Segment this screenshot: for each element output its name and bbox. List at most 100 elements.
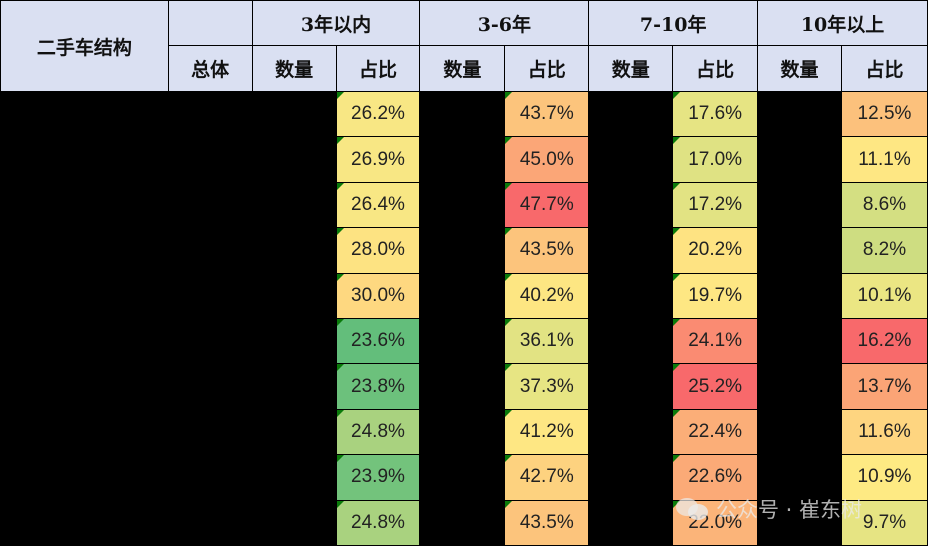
count-cell[interactable] [251, 90, 337, 138]
share-cell-y7_10[interactable]: 25.2% [672, 363, 759, 410]
share-cell-le3[interactable]: 28.0% [335, 227, 421, 274]
count-cell[interactable] [419, 227, 506, 274]
share-cell-gt10[interactable]: 11.6% [840, 408, 928, 456]
share-cell-le3[interactable]: 24.8% [335, 499, 421, 546]
total-cell[interactable] [167, 499, 253, 546]
count-cell[interactable] [419, 363, 506, 410]
count-cell[interactable] [419, 90, 506, 138]
total-cell[interactable] [167, 227, 253, 274]
count-cell[interactable] [419, 317, 506, 365]
count-cell[interactable] [757, 363, 842, 410]
count-cell[interactable] [251, 363, 337, 410]
count-cell[interactable] [757, 136, 842, 183]
row-label-cell[interactable] [0, 181, 169, 229]
share-cell-gt10[interactable]: 8.6% [840, 181, 928, 229]
share-cell-y3_6[interactable]: 42.7% [504, 454, 590, 501]
count-cell[interactable] [251, 272, 337, 319]
count-cell[interactable] [588, 181, 674, 229]
count-cell[interactable] [588, 136, 674, 183]
row-label-cell[interactable] [0, 272, 169, 319]
share-cell-y3_6[interactable]: 36.1% [504, 317, 590, 365]
count-cell[interactable] [419, 272, 506, 319]
count-cell[interactable] [757, 181, 842, 229]
total-cell[interactable] [167, 136, 253, 183]
count-cell[interactable] [757, 317, 842, 365]
total-cell[interactable] [167, 272, 253, 319]
row-label-cell[interactable] [0, 454, 169, 501]
count-cell[interactable] [251, 499, 337, 546]
row-label-cell[interactable] [0, 317, 169, 365]
row-label-cell[interactable] [0, 499, 169, 546]
share-cell-le3[interactable]: 26.2% [335, 90, 421, 138]
count-cell[interactable] [757, 227, 842, 274]
count-cell[interactable] [588, 272, 674, 319]
share-cell-y3_6[interactable]: 41.2% [504, 408, 590, 456]
share-cell-le3[interactable]: 26.4% [335, 181, 421, 229]
share-cell-y3_6[interactable]: 45.0% [504, 136, 590, 183]
share-cell-y7_10[interactable]: 22.0% [672, 499, 759, 546]
count-cell[interactable] [588, 499, 674, 546]
count-cell[interactable] [588, 408, 674, 456]
count-cell[interactable] [757, 90, 842, 138]
share-cell-gt10[interactable]: 8.2% [840, 227, 928, 274]
count-cell[interactable] [251, 408, 337, 456]
count-cell[interactable] [588, 454, 674, 501]
count-cell[interactable] [251, 454, 337, 501]
share-cell-y3_6[interactable]: 37.3% [504, 363, 590, 410]
share-cell-le3[interactable]: 23.9% [335, 454, 421, 501]
share-cell-y3_6[interactable]: 43.7% [504, 90, 590, 138]
share-cell-gt10[interactable]: 10.9% [840, 454, 928, 501]
share-cell-y7_10[interactable]: 17.6% [672, 90, 759, 138]
total-cell[interactable] [167, 408, 253, 456]
total-cell[interactable] [167, 454, 253, 501]
row-label-cell[interactable] [0, 227, 169, 274]
share-cell-le3[interactable]: 30.0% [335, 272, 421, 319]
share-cell-le3[interactable]: 23.8% [335, 363, 421, 410]
count-cell[interactable] [757, 408, 842, 456]
count-cell[interactable] [588, 363, 674, 410]
count-cell[interactable] [251, 181, 337, 229]
count-cell[interactable] [251, 227, 337, 274]
share-cell-y3_6[interactable]: 43.5% [504, 499, 590, 546]
share-cell-gt10[interactable]: 12.5% [840, 90, 928, 138]
count-cell[interactable] [251, 317, 337, 365]
row-label-cell[interactable] [0, 363, 169, 410]
count-cell[interactable] [588, 90, 674, 138]
share-cell-y7_10[interactable]: 17.0% [672, 136, 759, 183]
count-cell[interactable] [419, 454, 506, 501]
share-cell-y3_6[interactable]: 40.2% [504, 272, 590, 319]
count-cell[interactable] [251, 136, 337, 183]
share-cell-gt10[interactable]: 9.7% [840, 499, 928, 546]
total-cell[interactable] [167, 363, 253, 410]
count-cell[interactable] [757, 454, 842, 501]
row-label-cell[interactable] [0, 136, 169, 183]
share-cell-y3_6[interactable]: 47.7% [504, 181, 590, 229]
count-cell[interactable] [419, 181, 506, 229]
count-cell[interactable] [757, 499, 842, 546]
share-cell-gt10[interactable]: 13.7% [840, 363, 928, 410]
count-cell[interactable] [419, 408, 506, 456]
share-cell-gt10[interactable]: 16.2% [840, 317, 928, 365]
share-cell-le3[interactable]: 26.9% [335, 136, 421, 183]
total-cell[interactable] [167, 90, 253, 138]
share-cell-y7_10[interactable]: 19.7% [672, 272, 759, 319]
share-cell-le3[interactable]: 23.6% [335, 317, 421, 365]
count-cell[interactable] [588, 317, 674, 365]
share-cell-y3_6[interactable]: 43.5% [504, 227, 590, 274]
share-cell-gt10[interactable]: 11.1% [840, 136, 928, 183]
total-cell[interactable] [167, 317, 253, 365]
row-label-cell[interactable] [0, 90, 169, 138]
share-cell-gt10[interactable]: 10.1% [840, 272, 928, 319]
count-cell[interactable] [588, 227, 674, 274]
share-cell-y7_10[interactable]: 22.4% [672, 408, 759, 456]
row-label-cell[interactable] [0, 408, 169, 456]
count-cell[interactable] [757, 272, 842, 319]
share-cell-le3[interactable]: 24.8% [335, 408, 421, 456]
total-cell[interactable] [167, 181, 253, 229]
share-cell-y7_10[interactable]: 22.6% [672, 454, 759, 501]
share-cell-y7_10[interactable]: 17.2% [672, 181, 759, 229]
share-cell-y7_10[interactable]: 24.1% [672, 317, 759, 365]
share-cell-y7_10[interactable]: 20.2% [672, 227, 759, 274]
count-cell[interactable] [419, 136, 506, 183]
count-cell[interactable] [419, 499, 506, 546]
